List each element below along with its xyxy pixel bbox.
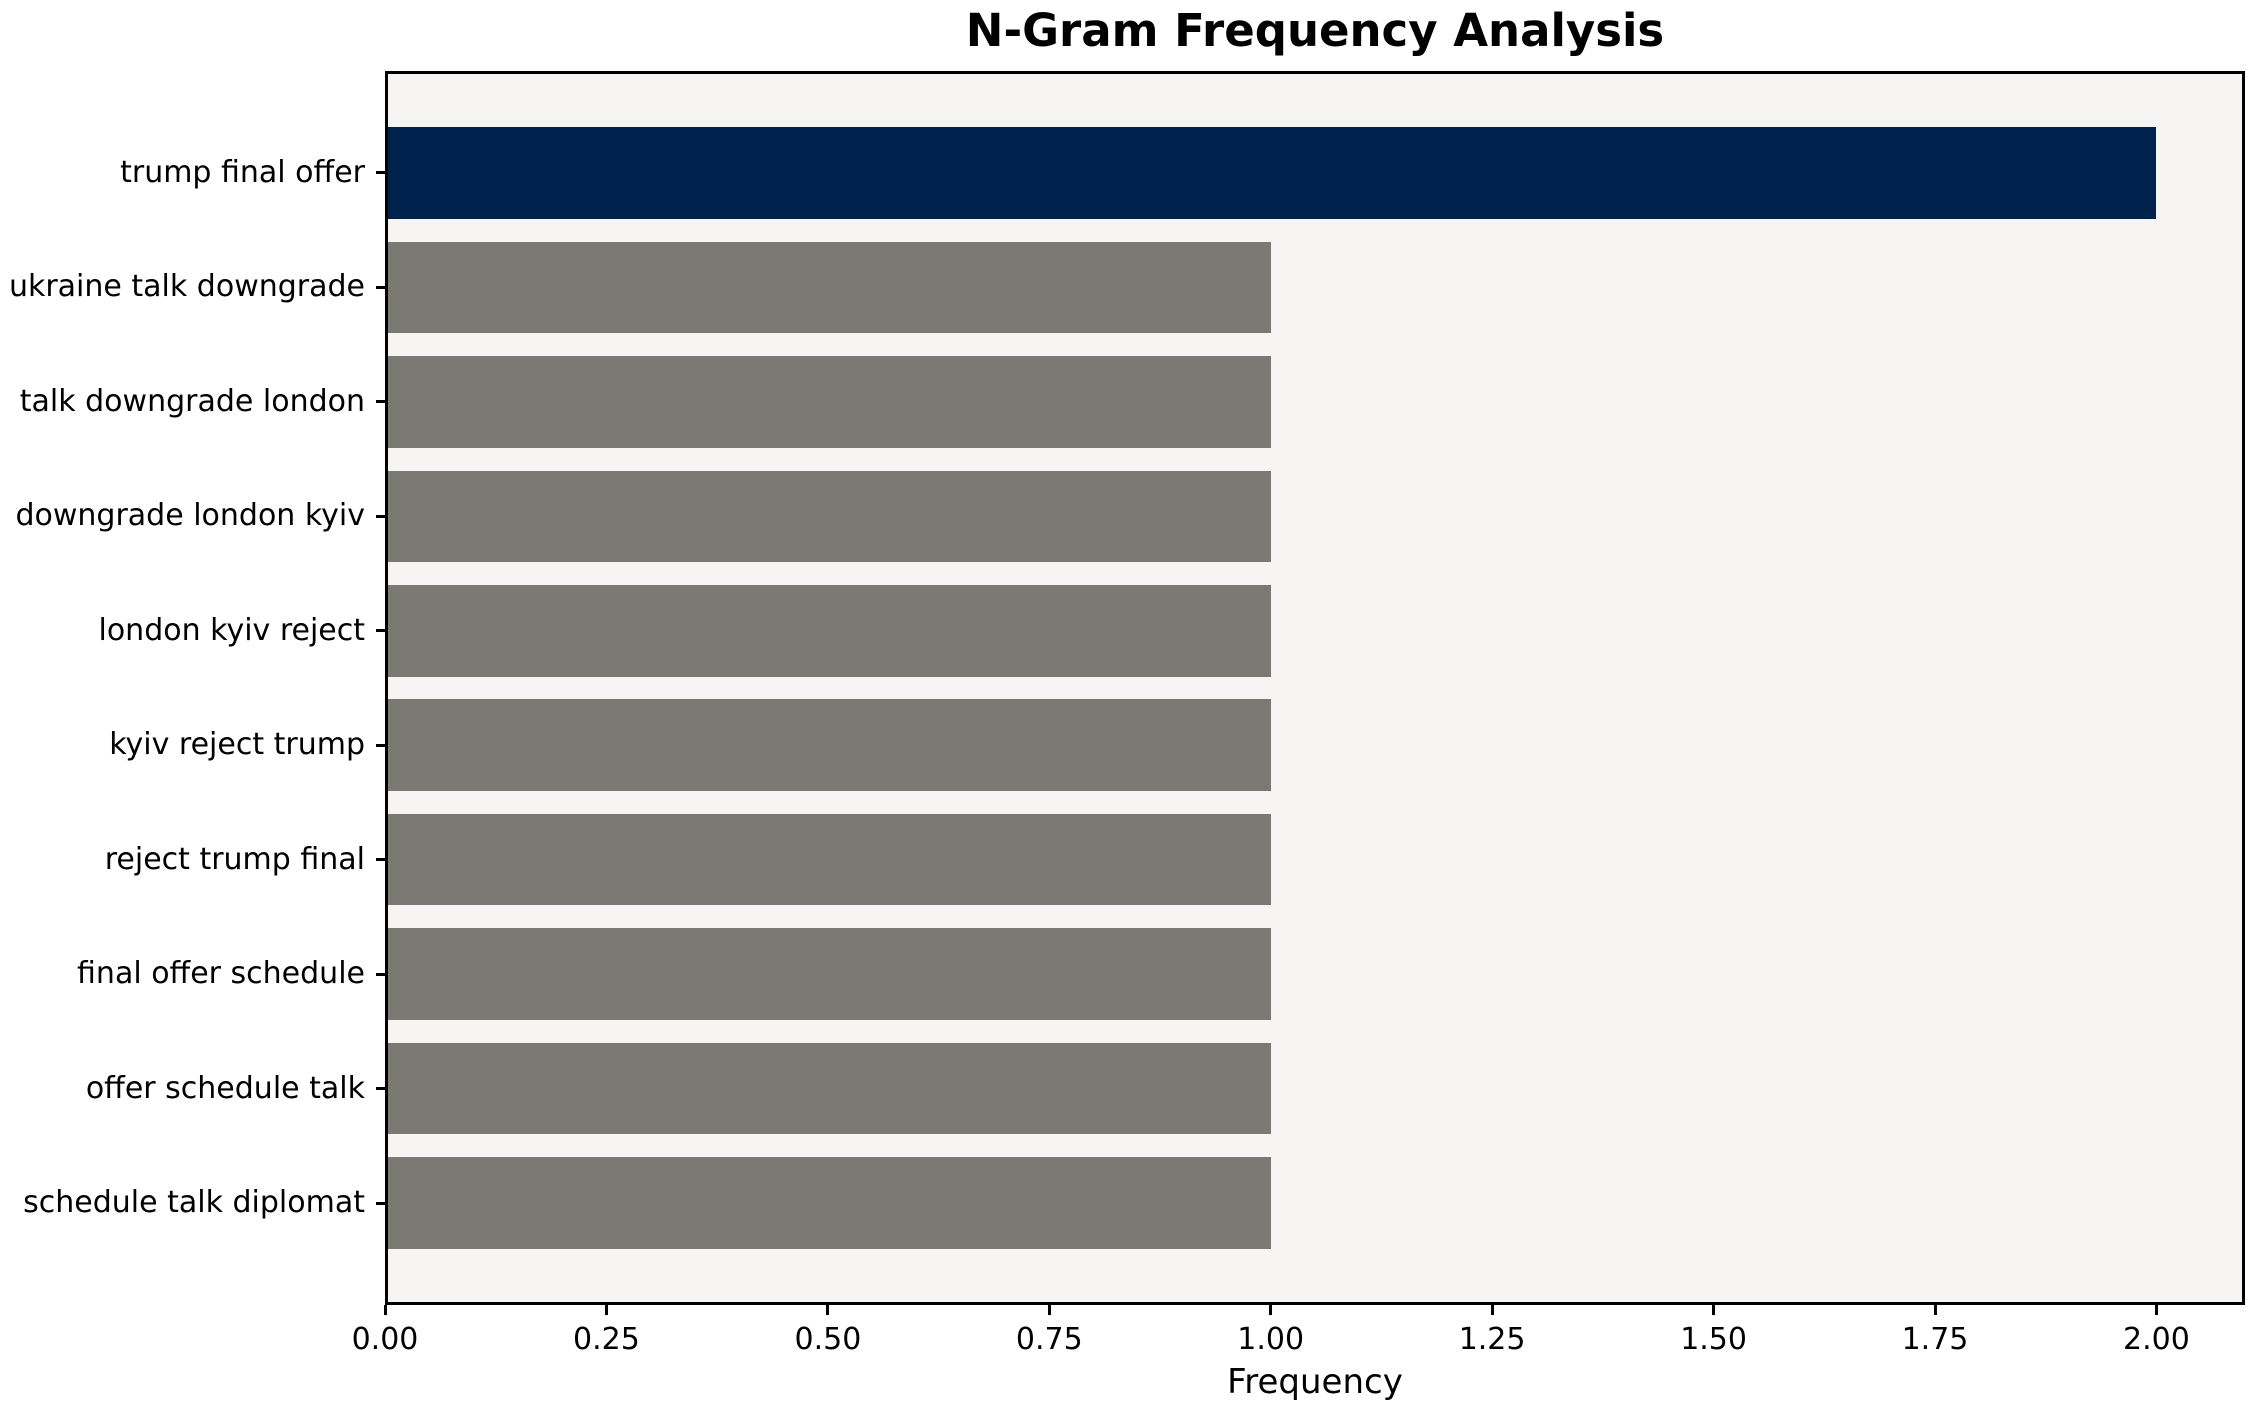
x-tick-mark [1490, 1305, 1494, 1315]
y-tick-mark [376, 1087, 385, 1091]
x-tick-label: 0.75 [1015, 1322, 1083, 1357]
y-tick-label: reject trump final [104, 841, 365, 877]
y-tick-mark [376, 858, 385, 862]
x-tick-label: 0.00 [351, 1322, 419, 1357]
x-axis-label: Frequency [1227, 1362, 1403, 1402]
y-tick-label: schedule talk diplomat [23, 1185, 365, 1221]
bar-schedule-talk-diplomat [385, 1157, 1271, 1249]
y-tick-mark [376, 1201, 385, 1205]
chart-title: N-Gram Frequency Analysis [965, 4, 1665, 57]
y-tick-label: downgrade london kyiv [15, 498, 365, 534]
bars-layer [385, 71, 2245, 1305]
bar-downgrade-london-kyiv [385, 470, 1271, 563]
x-tick-label: 1.25 [1458, 1322, 1526, 1357]
x-tick-mark [1269, 1305, 1273, 1315]
y-tick-mark [376, 171, 385, 175]
y-tick-mark [376, 400, 385, 404]
y-tick-mark [376, 972, 385, 976]
x-tick-label: 2.00 [2122, 1322, 2190, 1357]
y-tick-mark [376, 743, 385, 747]
y-tick-mark [376, 629, 385, 633]
x-tick-mark [826, 1305, 830, 1315]
x-tick-mark [1047, 1305, 1051, 1315]
x-tick-mark [1712, 1305, 1716, 1315]
bar-kyiv-reject-trump [385, 699, 1271, 791]
bar-ukraine-talk-downgrade [385, 241, 1271, 334]
bar-trump-final-offer [385, 127, 2157, 219]
x-tick-label: 0.50 [794, 1322, 862, 1357]
bar-london-kyiv-reject [385, 585, 1271, 677]
x-tick-mark [383, 1305, 387, 1315]
y-tick-mark [376, 514, 385, 518]
x-tick-mark [604, 1305, 608, 1315]
y-tick-label: kyiv reject trump [109, 727, 365, 763]
y-tick-label: offer schedule talk [85, 1070, 365, 1106]
x-tick-label: 0.25 [572, 1322, 640, 1357]
x-tick-label: 1.50 [1680, 1322, 1747, 1357]
x-tick-label: 1.00 [1237, 1322, 1305, 1357]
bar-reject-trump-final [385, 813, 1271, 906]
y-tick-label: talk downgrade london [19, 383, 365, 419]
bar-offer-schedule-talk [385, 1042, 1271, 1135]
x-tick-mark [2154, 1305, 2158, 1315]
y-tick-label: final offer schedule [77, 956, 365, 992]
y-tick-label: trump final offer [120, 154, 365, 190]
x-tick-label: 1.75 [1901, 1322, 1969, 1357]
y-tick-label: london kyiv reject [98, 612, 365, 648]
y-tick-label: ukraine talk downgrade [8, 269, 365, 305]
bar-talk-downgrade-london [385, 356, 1271, 448]
x-tick-mark [1933, 1305, 1937, 1315]
y-tick-mark [376, 285, 385, 289]
bar-final-offer-schedule [385, 928, 1271, 1020]
